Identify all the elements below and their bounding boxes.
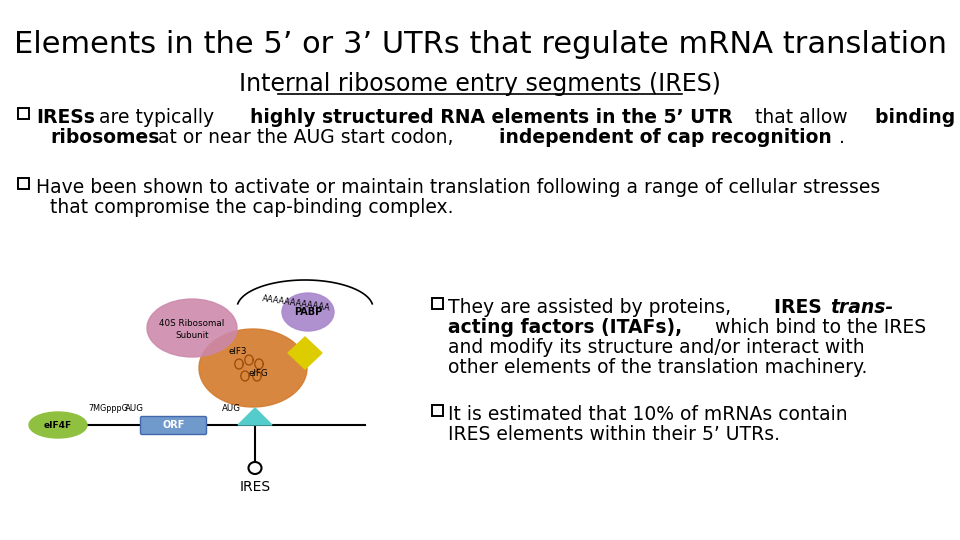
Text: .: . bbox=[839, 128, 845, 147]
Text: independent of cap recognition: independent of cap recognition bbox=[498, 128, 831, 147]
Text: at or near the AUG start codon,: at or near the AUG start codon, bbox=[152, 128, 460, 147]
Text: Subunit: Subunit bbox=[176, 330, 208, 340]
Text: Internal ribosome entry segments (IRES): Internal ribosome entry segments (IRES) bbox=[239, 72, 721, 96]
Bar bbox=[18, 178, 29, 189]
Text: acting factors (ITAFs),: acting factors (ITAFs), bbox=[448, 318, 683, 337]
Text: highly structured RNA elements in the 5’ UTR: highly structured RNA elements in the 5’… bbox=[251, 108, 732, 127]
Text: They are assisted by proteins,: They are assisted by proteins, bbox=[448, 298, 737, 317]
Text: eIF3: eIF3 bbox=[228, 348, 248, 356]
Text: other elements of the translation machinery.: other elements of the translation machin… bbox=[448, 358, 868, 377]
Text: that compromise the cap-binding complex.: that compromise the cap-binding complex. bbox=[50, 198, 453, 217]
Text: AAAAAAAAAAAA: AAAAAAAAAAAA bbox=[261, 294, 330, 313]
Bar bbox=[432, 405, 443, 416]
Polygon shape bbox=[238, 408, 272, 425]
Text: are typically: are typically bbox=[93, 108, 220, 127]
Text: IRES: IRES bbox=[239, 480, 271, 494]
Text: trans-: trans- bbox=[830, 298, 894, 317]
Text: eIFG: eIFG bbox=[249, 369, 268, 379]
Text: ribosomes: ribosomes bbox=[50, 128, 159, 147]
Text: Elements in the 5’ or 3’ UTRs that regulate mRNA translation: Elements in the 5’ or 3’ UTRs that regul… bbox=[13, 30, 947, 59]
Text: IRES: IRES bbox=[774, 298, 828, 317]
Text: eIF4F: eIF4F bbox=[44, 422, 72, 430]
Text: which bind to the IRES: which bind to the IRES bbox=[708, 318, 926, 337]
Bar bbox=[18, 108, 29, 119]
Ellipse shape bbox=[147, 299, 237, 357]
Bar bbox=[432, 298, 443, 309]
Ellipse shape bbox=[199, 329, 307, 407]
Text: binding of: binding of bbox=[876, 108, 960, 127]
Text: that allow: that allow bbox=[749, 108, 853, 127]
FancyBboxPatch shape bbox=[140, 416, 206, 435]
Ellipse shape bbox=[29, 412, 87, 438]
Polygon shape bbox=[288, 337, 322, 369]
Text: PABP: PABP bbox=[294, 307, 323, 317]
Ellipse shape bbox=[249, 462, 261, 474]
Text: ORF: ORF bbox=[162, 421, 184, 430]
Text: Have been shown to activate or maintain translation following a range of cellula: Have been shown to activate or maintain … bbox=[36, 178, 880, 197]
Text: AUG: AUG bbox=[125, 404, 144, 413]
Text: IRES elements within their 5’ UTRs.: IRES elements within their 5’ UTRs. bbox=[448, 425, 780, 444]
Text: 7MGpppG: 7MGpppG bbox=[88, 404, 128, 413]
Text: 40S Ribosomal: 40S Ribosomal bbox=[159, 320, 225, 328]
Text: It is estimated that 10% of mRNAs contain: It is estimated that 10% of mRNAs contai… bbox=[448, 405, 848, 424]
Text: and modify its structure and/or interact with: and modify its structure and/or interact… bbox=[448, 338, 865, 357]
Text: AUG: AUG bbox=[222, 404, 241, 413]
Ellipse shape bbox=[282, 293, 334, 331]
Text: IRESs: IRESs bbox=[36, 108, 95, 127]
